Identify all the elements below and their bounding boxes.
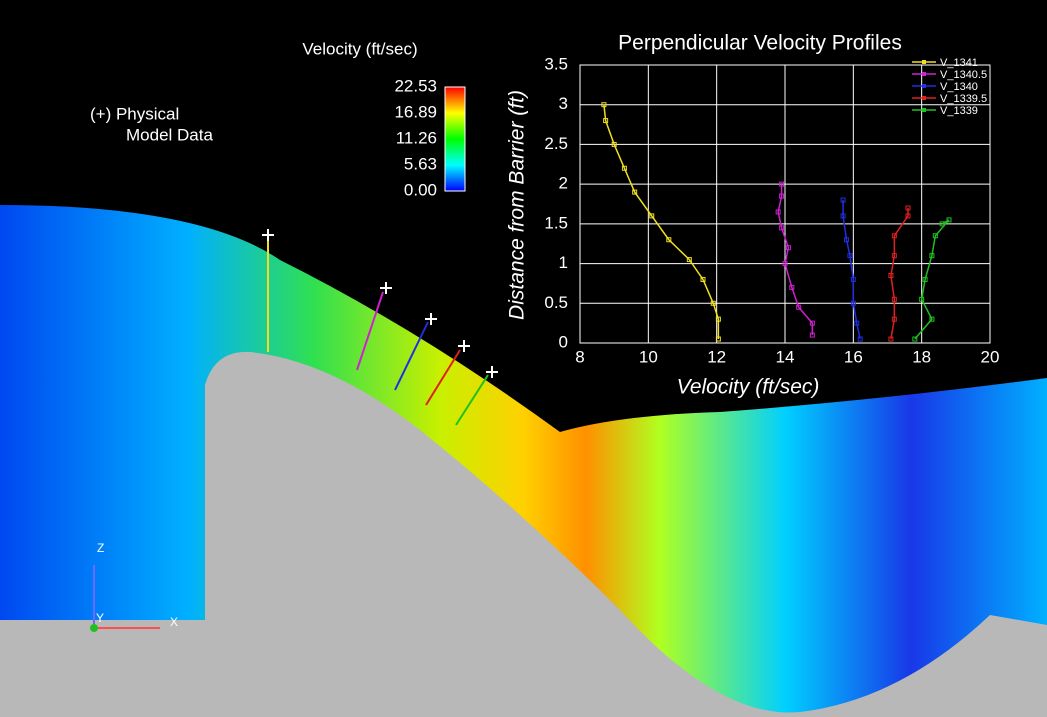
legend-label: V_1339	[940, 105, 978, 117]
colorbar-tick-label: 0.00	[404, 180, 437, 199]
y-tick-label: 2.5	[544, 134, 568, 153]
y-tick-label: 2	[559, 174, 568, 193]
y-tick-label: 0.5	[544, 293, 568, 312]
x-tick-label: 10	[639, 347, 658, 366]
triad-label: X	[170, 615, 178, 629]
legend-label: V_1339.5	[940, 93, 987, 105]
x-tick-label: 14	[776, 347, 795, 366]
y-tick-label: 3.5	[544, 54, 568, 73]
colorbar-tick-label: 22.53	[394, 76, 437, 95]
y-tick-label: 1	[559, 253, 568, 272]
legend-swatch	[922, 84, 926, 88]
legend-swatch	[922, 72, 926, 76]
legend-label: V_1340	[940, 81, 978, 93]
legend-label: V_1340.5	[940, 69, 987, 81]
legend-swatch	[922, 108, 926, 112]
y-tick-label: 3	[559, 94, 568, 113]
screen: (+) Physical Model Data Z X Y Velocity (…	[0, 0, 1047, 717]
colorbar-tick-label: 16.89	[394, 103, 437, 122]
colorbar-tick-label: 5.63	[404, 154, 437, 173]
x-tick-label: 18	[912, 347, 931, 366]
triad-label: Z	[97, 541, 104, 555]
annotation: Model Data	[126, 125, 213, 144]
x-tick-label: 16	[844, 347, 863, 366]
y-axis-label: Distance from Barrier (ft)	[506, 90, 529, 320]
colorbar-tick-label: 11.26	[396, 129, 437, 148]
x-tick-label: 12	[707, 347, 726, 366]
colorbar	[445, 87, 465, 191]
colorbar-title: Velocity (ft/sec)	[302, 39, 417, 58]
chart-title: Perpendicular Velocity Profiles	[618, 32, 902, 55]
triad-label: Y	[96, 611, 104, 625]
y-tick-label: 1.5	[544, 213, 568, 232]
annotation: (+) Physical	[90, 104, 179, 123]
x-tick-label: 20	[981, 347, 1000, 366]
x-tick-label: 8	[575, 347, 584, 366]
legend-label: V_1341	[940, 57, 978, 69]
y-tick-label: 0	[559, 332, 568, 351]
legend-swatch	[922, 96, 926, 100]
x-axis-label: Velocity (ft/sec)	[677, 376, 820, 399]
legend-swatch	[922, 60, 926, 64]
